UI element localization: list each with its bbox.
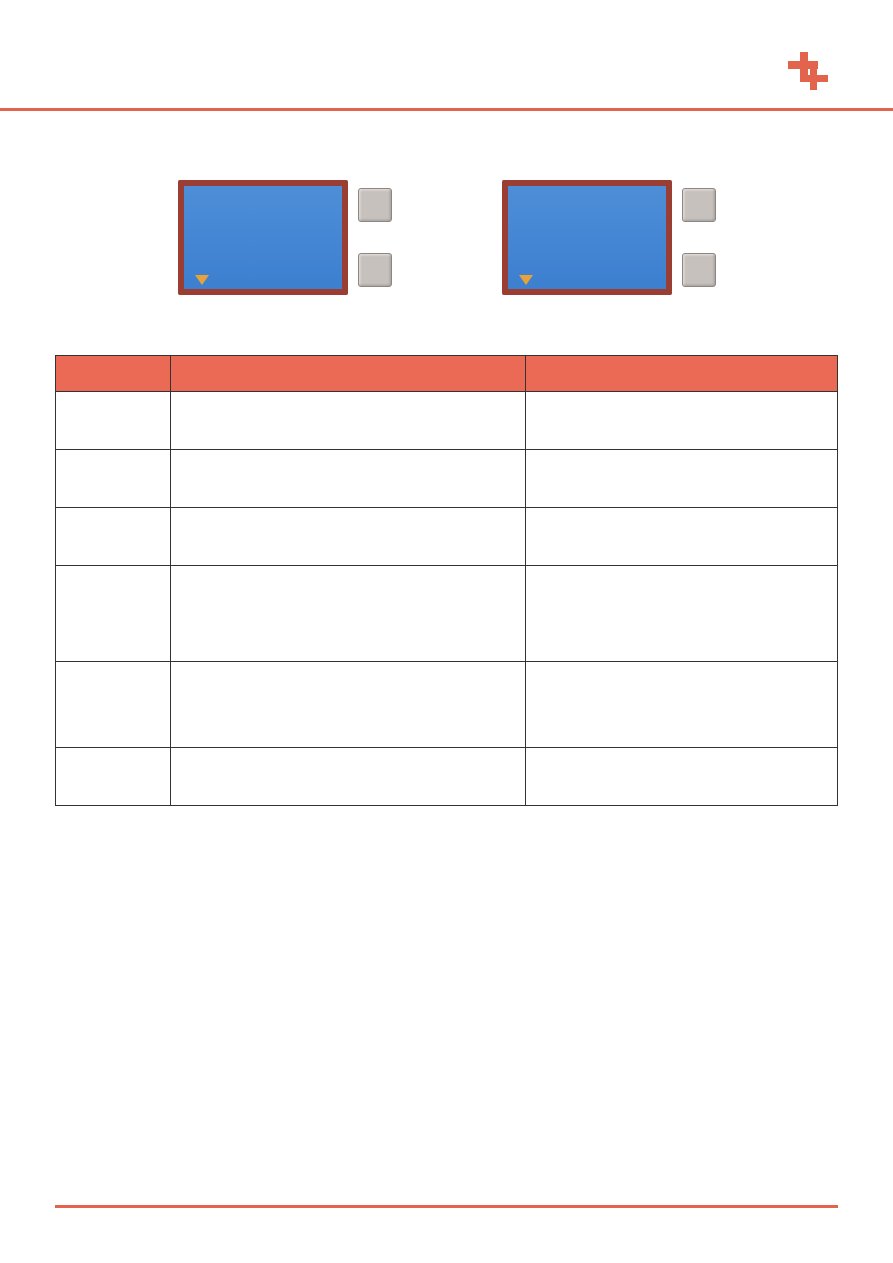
- table-row: [56, 450, 838, 508]
- display1-button-bottom[interactable]: [358, 253, 392, 287]
- cell: [56, 566, 171, 662]
- cell: [171, 566, 526, 662]
- lcd1-cursor-icon: [195, 275, 209, 285]
- lcd2-cursor-icon: [519, 275, 533, 285]
- parameters-table: [55, 355, 838, 806]
- table-row: [56, 392, 838, 450]
- page: [0, 0, 893, 846]
- cell: [56, 662, 171, 748]
- lcd-screen-1: [178, 180, 348, 295]
- content: [55, 180, 838, 806]
- table-row: [56, 662, 838, 748]
- cell: [56, 392, 171, 450]
- cell: [171, 450, 526, 508]
- col-header-2: [171, 356, 526, 392]
- cell: [171, 392, 526, 450]
- cell: [526, 508, 838, 566]
- cell: [171, 508, 526, 566]
- col-header-3: [526, 356, 838, 392]
- lcd-screen-2: [502, 180, 672, 295]
- cell: [56, 450, 171, 508]
- logo-plus-icon: [786, 50, 830, 94]
- display2-button-bottom[interactable]: [682, 253, 716, 287]
- cell: [171, 662, 526, 748]
- table-row: [56, 566, 838, 662]
- table-row: [56, 508, 838, 566]
- cell: [526, 566, 838, 662]
- brand-logo: [786, 50, 838, 94]
- display1-button-top[interactable]: [358, 188, 392, 222]
- footer-rule: [55, 1205, 838, 1208]
- display-unit-1: [178, 180, 392, 295]
- header-rule: [0, 108, 893, 111]
- display-unit-2: [502, 180, 716, 295]
- cell: [526, 392, 838, 450]
- cell: [526, 748, 838, 806]
- lcd-displays-row: [55, 180, 838, 295]
- cell: [526, 662, 838, 748]
- cell: [56, 508, 171, 566]
- cell: [171, 748, 526, 806]
- col-header-1: [56, 356, 171, 392]
- cell: [56, 748, 171, 806]
- table-row: [56, 748, 838, 806]
- cell: [526, 450, 838, 508]
- display2-button-top[interactable]: [682, 188, 716, 222]
